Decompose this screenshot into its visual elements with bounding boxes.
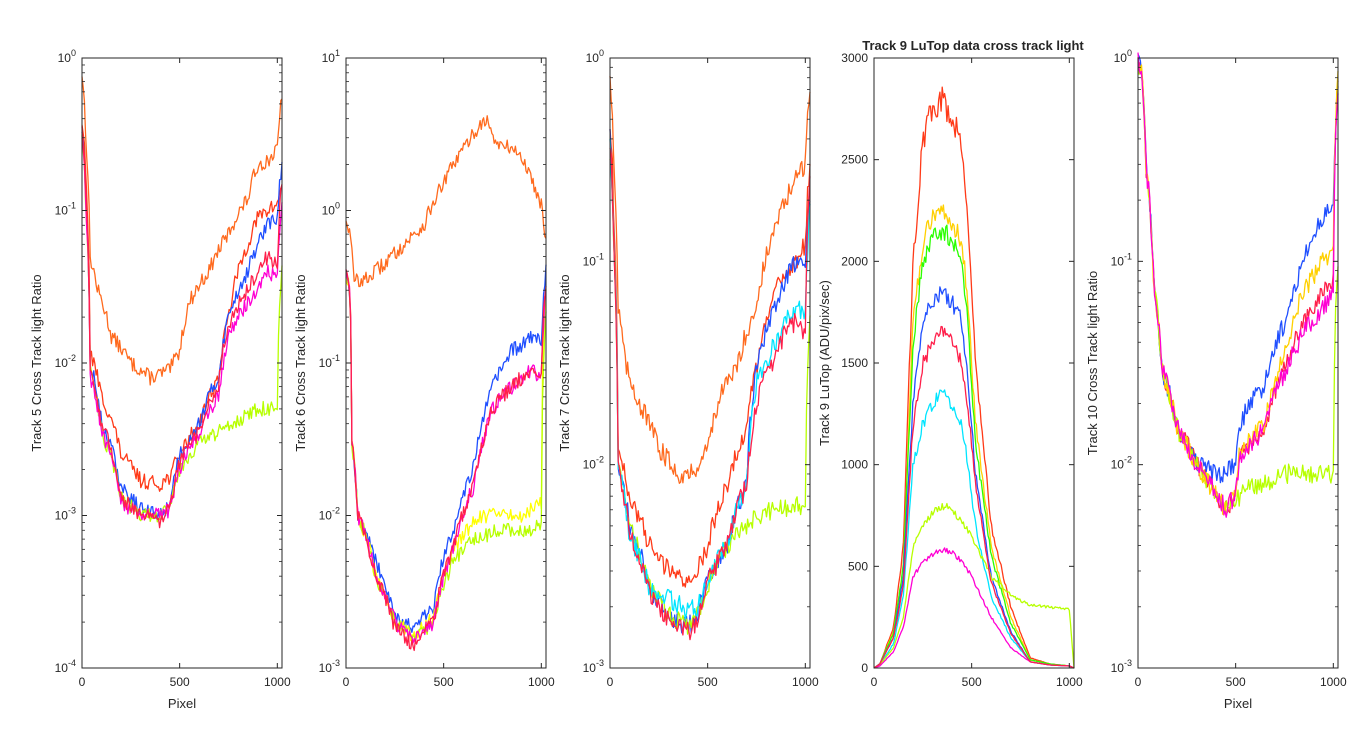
x-tick-label: 0 <box>607 675 614 689</box>
y-tick-label: 10-3 <box>583 658 604 675</box>
axes-box <box>609 57 811 669</box>
y-tick-label: 1000 <box>841 458 868 472</box>
ticks: 0 500 1000 10-3 10-2 10-1 100 <box>1111 48 1347 689</box>
series-line-6 <box>873 502 1075 669</box>
y-tick-label: 500 <box>848 559 868 573</box>
plot-area <box>609 75 811 641</box>
x-tick-label: 500 <box>434 675 454 689</box>
ticks: 0 500 1000 10-3 10-2 10-1 100 101 <box>319 48 555 689</box>
series-line-1 <box>345 115 547 288</box>
y-tick-label: 10-4 <box>55 658 76 675</box>
y-tick-label: 10-1 <box>583 251 604 268</box>
series-line-5 <box>609 138 811 620</box>
x-tick-label: 0 <box>343 675 350 689</box>
y-tick-label: 10-3 <box>55 506 76 523</box>
x-tick-label: 1000 <box>1320 675 1347 689</box>
x-tick-label: 500 <box>170 675 190 689</box>
x-tick-label: 1000 <box>528 675 555 689</box>
y-tick-label: 10-3 <box>319 658 340 675</box>
x-tick-label: 500 <box>962 675 982 689</box>
y-tick-label: 10-1 <box>319 353 340 370</box>
x-tick-label: 0 <box>871 675 878 689</box>
series-line-6 <box>609 148 811 641</box>
y-tick-label: 10-2 <box>583 455 604 472</box>
y-tick-label: 10-2 <box>1111 455 1132 472</box>
y-tick-label: 101 <box>322 48 340 65</box>
plot-area <box>81 76 283 529</box>
y-tick-label: 100 <box>322 201 340 218</box>
y-tick-label: 10-1 <box>1111 251 1132 268</box>
y-axis-label: Track 6 Cross Track light Ratio <box>293 274 308 451</box>
y-axis-label: Track 10 Cross Track light Ratio <box>1085 271 1100 455</box>
series-line-1 <box>873 86 1075 669</box>
y-axis-label: Track 9 LuTop (ADU/pix/sec) <box>817 280 832 446</box>
series-line-8 <box>873 325 1075 669</box>
panel-5: 0 500 1000 10-3 10-2 10-1 100 Pixel Track 10 C… <box>1085 48 1347 711</box>
chart-title: Track 9 LuTop data cross track light <box>862 38 1084 53</box>
plot-area <box>873 86 1075 669</box>
y-tick-label: 2500 <box>841 153 868 167</box>
y-tick-label: 3000 <box>841 51 868 65</box>
y-tick-label: 2000 <box>841 254 868 268</box>
series-line-2 <box>345 264 547 633</box>
series-line-3 <box>873 224 1075 669</box>
series-line-2 <box>609 129 811 588</box>
y-tick-label: 100 <box>586 48 604 65</box>
x-tick-label: 500 <box>698 675 718 689</box>
x-tick-label: 1000 <box>1056 675 1083 689</box>
ticks: 0 500 1000 0 500 1000 1500 2000 2500 3000 <box>841 51 1083 689</box>
x-axis-label: Pixel <box>1224 696 1252 711</box>
x-tick-label: 1000 <box>792 675 819 689</box>
ticks: 0 500 1000 10-4 10-3 10-2 10-1 100 <box>55 48 291 689</box>
x-tick-label: 0 <box>1135 675 1142 689</box>
x-tick-label: 0 <box>79 675 86 689</box>
ticks: 0 500 1000 10-3 10-2 10-1 100 <box>583 48 819 689</box>
y-tick-label: 10-2 <box>55 353 76 370</box>
y-axis-label: Track 5 Cross Track light Ratio <box>29 274 44 451</box>
series-line-6 <box>81 126 283 529</box>
y-tick-label: 10-1 <box>55 201 76 218</box>
y-tick-label: 0 <box>861 661 868 675</box>
series-line-1 <box>609 75 811 484</box>
panel-3: 0 500 1000 10-3 10-2 10-1 100 Track 7 Cross Tr… <box>557 48 819 689</box>
plot-area <box>1137 52 1339 518</box>
plot-area <box>345 115 547 652</box>
y-tick-label: 1500 <box>841 356 868 370</box>
series-line-5 <box>1137 52 1339 518</box>
y-tick-label: 100 <box>1114 48 1132 65</box>
axes-box <box>1137 57 1339 669</box>
panel-2: 0 500 1000 10-3 10-2 10-1 100 101 Track 6 Cross… <box>293 48 555 689</box>
y-tick-label: 10-2 <box>319 506 340 523</box>
panel-1: 0 500 1000 10-4 10-3 10-2 10-1 100 Pixel Track … <box>29 48 291 711</box>
y-tick-label: 10-3 <box>1111 658 1132 675</box>
x-axis-label: Pixel <box>168 696 196 711</box>
series-line-1 <box>81 76 283 386</box>
panel-4: Track 9 LuTop data cross track light 0 50… <box>817 38 1084 689</box>
y-tick-label: 100 <box>58 48 76 65</box>
x-tick-label: 500 <box>1226 675 1246 689</box>
series-line-6 <box>345 269 547 652</box>
y-axis-label: Track 7 Cross Track light Ratio <box>557 274 572 451</box>
x-tick-label: 1000 <box>264 675 291 689</box>
